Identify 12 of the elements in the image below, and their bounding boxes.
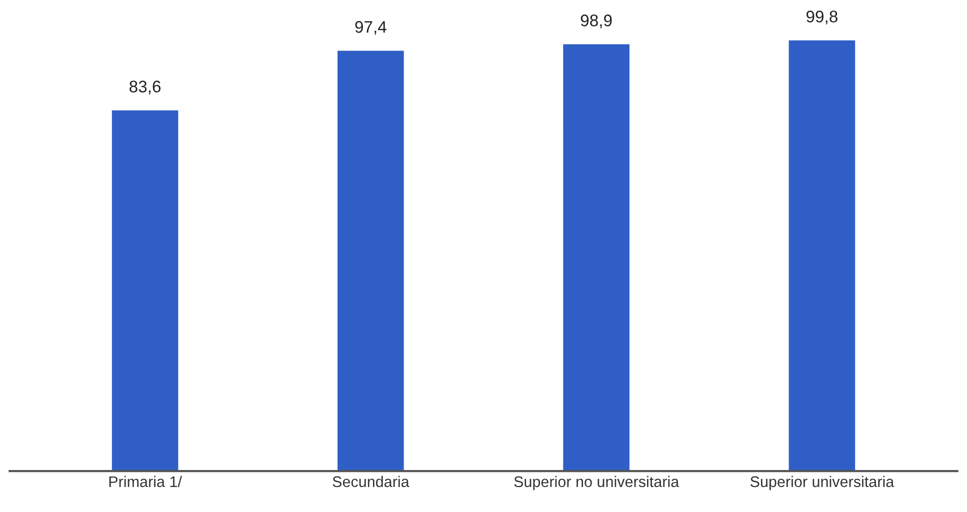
- data-label: 99,8: [806, 10, 838, 24]
- x-tick-label: Secundaria: [332, 476, 410, 488]
- bar: [787, 38, 856, 472]
- data-label: 98,9: [580, 14, 612, 28]
- x-tick-label: Primaria 1/: [109, 476, 182, 488]
- data-label: 83,6: [130, 80, 161, 94]
- x-tick-label: Superior universitaria: [750, 476, 894, 490]
- bar: [562, 42, 631, 472]
- bar: [336, 49, 406, 472]
- data-label: 97,4: [355, 21, 386, 35]
- bar: [110, 108, 180, 472]
- x-tick-label: Superior no universitaria: [514, 476, 680, 490]
